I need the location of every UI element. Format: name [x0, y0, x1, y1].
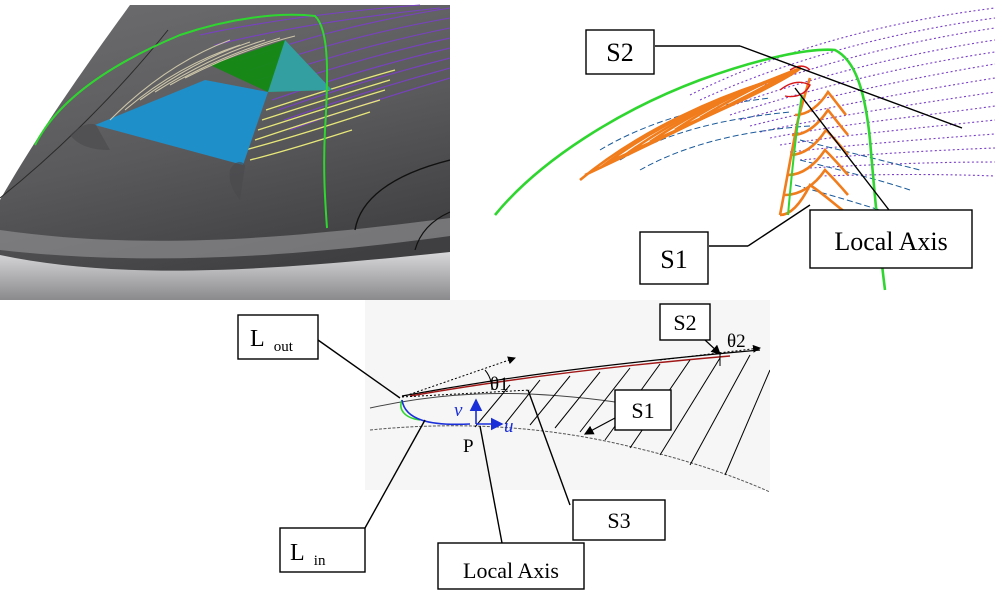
l-in-leader [364, 419, 426, 529]
theta1-label: θ1 [490, 374, 509, 395]
local-axis-leader [479, 425, 503, 544]
l-out-label-box [237, 314, 319, 360]
l-in-main: L [290, 540, 304, 566]
s2-leader-2 [739, 45, 963, 129]
leading-edge-loop-green [400, 399, 421, 421]
red-curve [409, 355, 731, 397]
l-in-subscript: in [314, 553, 326, 569]
local-axis-label-box [809, 209, 973, 269]
theta1-dotted-line-2 [401, 389, 531, 398]
contour-curve [354, 159, 450, 231]
rendered-surface-view [0, 0, 450, 300]
s1-label: S1 [631, 398, 654, 423]
cyan-patch [268, 40, 332, 92]
fairing-shadow-2 [229, 161, 245, 200]
theta1-arc [484, 369, 493, 391]
s3-label-box [572, 499, 666, 541]
streamline-diagram: S2 S1 Local Axis [493, 7, 996, 291]
s2-label-box [585, 29, 655, 75]
p-label: P [463, 436, 474, 457]
s2-label: S2 [606, 38, 633, 67]
s2-label: S2 [673, 310, 696, 335]
s3-leader [527, 389, 571, 506]
streamlines-white [109, 35, 296, 121]
theta2-dotted-line [659, 344, 761, 361]
s1-leader [583, 417, 616, 435]
upper-curve [401, 349, 761, 397]
v-label: v [454, 400, 463, 421]
hatch-lines [474, 354, 770, 476]
local-axis-label: Local Axis [834, 227, 947, 256]
s3-label: S3 [607, 508, 630, 533]
blue-patch [95, 80, 268, 165]
local-axis-label: Local Axis [463, 558, 559, 583]
streamlines-red [779, 65, 811, 98]
green-boundary-curve-2 [787, 94, 803, 216]
local-axis-label-box [437, 542, 585, 590]
l-in-label: L in [290, 540, 326, 569]
local-axis-leader [794, 87, 890, 211]
green-boundary-curve [493, 48, 887, 291]
l-out-leader [317, 339, 401, 399]
contour-curve-2 [414, 211, 450, 251]
s1-leader-2 [747, 204, 811, 247]
l-out-label: L out [250, 326, 294, 355]
green-boundary-curve [34, 13, 329, 229]
streamlines-purple-dotted [689, 7, 996, 177]
schematic-diagram: θ1 θ2 u v P L out L in Local Axis S3 S1 … [237, 300, 770, 590]
surface-highlight-edge [0, 252, 450, 300]
lower-surface-curve [369, 425, 770, 493]
streamlines-yellow [244, 69, 396, 161]
theta2-label: θ2 [727, 331, 746, 352]
l-in-label-box [279, 527, 366, 573]
s1-label-box [614, 389, 672, 431]
streamlines-orange-loops [579, 66, 849, 217]
s1-label: S1 [660, 245, 687, 274]
s2-label-box [659, 303, 711, 341]
l-out-subscript: out [274, 339, 294, 355]
s1-label-box [639, 231, 709, 285]
fairing-shadow [70, 123, 110, 150]
s2-leader [704, 339, 721, 355]
u-label: u [504, 416, 514, 437]
surface-highlight-band [0, 218, 450, 259]
leading-edge-loop-blue [401, 399, 471, 426]
l-out-main: L [250, 326, 264, 352]
leading-edge-curve [0, 29, 169, 199]
